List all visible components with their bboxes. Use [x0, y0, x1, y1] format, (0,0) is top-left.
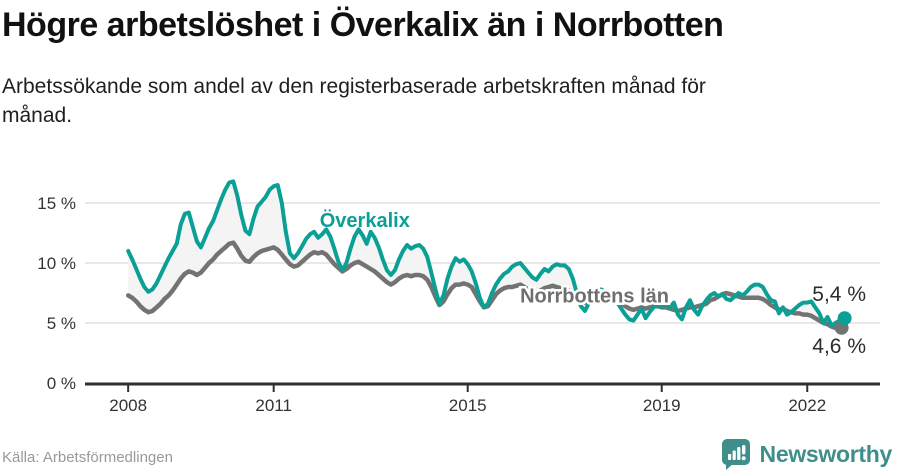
subtitle-line-1: Arbetssökande som andel av den registerb…	[2, 75, 706, 98]
x-tick-label: 2008	[109, 396, 147, 415]
newsworthy-logo-icon	[721, 439, 750, 470]
overkalix-line	[126, 179, 846, 328]
subtitle-line-2: månad.	[2, 104, 73, 127]
page-title: Högre arbetslöshet i Överkalix än i Norr…	[2, 6, 724, 44]
norrbotten-end-value-label: 4,6 %	[812, 335, 866, 358]
x-tick-label: 2011	[255, 396, 292, 415]
norrbotten-series-label: Norrbottens län	[520, 286, 669, 308]
source-credit: Källa: Arbetsförmedlingen	[2, 449, 173, 466]
brand-name: Newsworthy	[759, 441, 893, 467]
norrbotten-line	[125, 240, 846, 332]
overkalix-series-label: Överkalix	[320, 209, 410, 232]
y-tick-label: 10 %	[37, 254, 76, 273]
y-tick-label: 5 %	[47, 314, 76, 333]
x-tick-label: 2015	[449, 396, 487, 415]
y-tick-label: 15 %	[37, 194, 76, 213]
overkalix-end-value-label: 5,4 %	[812, 283, 866, 306]
newsworthy-brand: Newsworthy	[721, 438, 892, 471]
overkalix-end-dot	[837, 311, 852, 326]
y-tick-label: 0 %	[47, 374, 76, 393]
x-tick-label: 2022	[788, 396, 826, 415]
x-tick-label: 2019	[643, 396, 681, 415]
gridlines	[85, 202, 880, 324]
chart-subtitle: Arbetssökande som andel av den registerb…	[2, 72, 822, 130]
axes: 0 % 5 % 10 % 15 % 2008 2011 2015 2019 2022	[37, 194, 880, 415]
